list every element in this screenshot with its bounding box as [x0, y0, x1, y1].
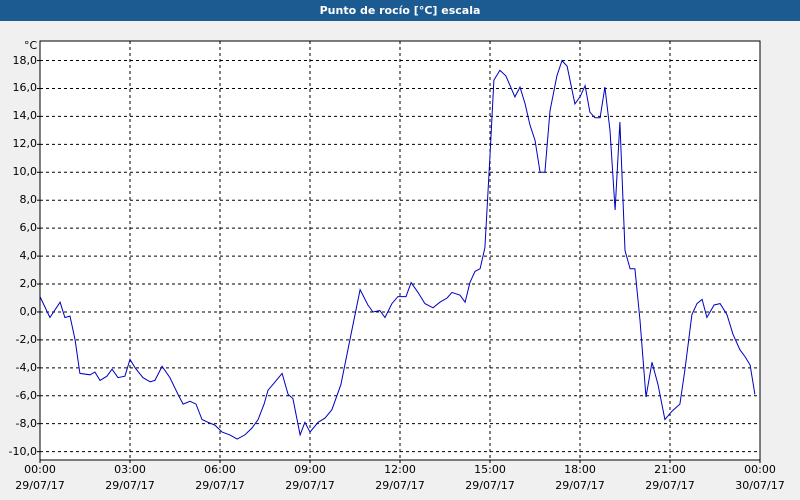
y-tick-label: 4,0 — [19, 249, 38, 263]
x-tick-label: 06:00 29/07/17 — [195, 463, 245, 492]
data-line — [39, 59, 756, 440]
y-tick-label: -2,0 — [15, 332, 37, 346]
x-tick-label: 09:00 29/07/17 — [285, 463, 335, 492]
x-tick-label: 21:00 29/07/17 — [645, 463, 695, 492]
y-tick-label: -8,0 — [15, 416, 37, 430]
x-tick-label: 00:00 30/07/17 — [735, 463, 785, 492]
title-bar: Punto de rocío [°C] escala — [0, 0, 800, 21]
y-tick-label: 2,0 — [19, 277, 38, 291]
x-tick-label: 15:00 29/07/17 — [465, 463, 515, 492]
y-tick-label: -6,0 — [15, 388, 37, 402]
y-tick-label: 6,0 — [19, 221, 38, 235]
x-tick-label: 12:00 29/07/17 — [375, 463, 425, 492]
y-tick-label: 10,0 — [12, 165, 38, 179]
x-tick-label: 03:00 29/07/17 — [105, 463, 155, 492]
y-unit: °C — [24, 39, 38, 52]
y-tick-label: 12,0 — [12, 137, 38, 151]
y-tick-label: -4,0 — [15, 360, 37, 374]
y-tick-label: 18,0 — [12, 53, 38, 67]
y-tick-label: 14,0 — [12, 109, 38, 123]
y-tick-label: -10,0 — [8, 444, 37, 458]
x-tick-label: 18:00 29/07/17 — [555, 463, 605, 492]
y-tick-label: 0,0 — [19, 304, 38, 318]
x-tick-label: 00:00 29/07/17 — [15, 463, 65, 492]
y-tick-label: 16,0 — [12, 81, 38, 95]
y-tick-label: 8,0 — [19, 193, 38, 207]
